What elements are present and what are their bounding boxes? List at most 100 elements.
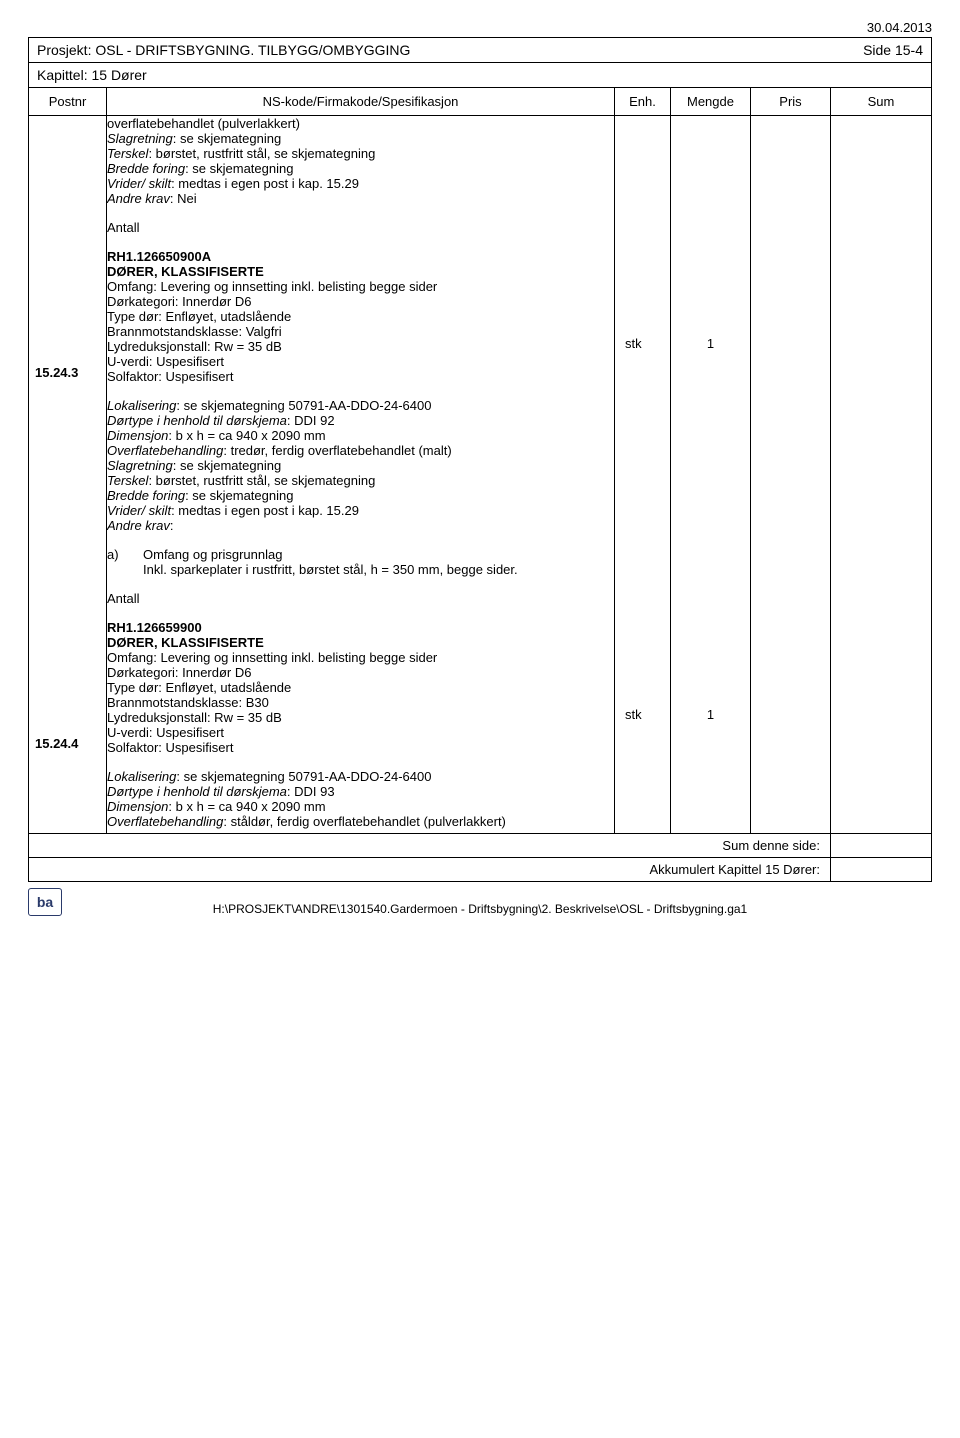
intro-block: overflatebehandlet (pulverlakkert) Slagr… [107, 116, 614, 206]
project-label: Prosjekt: [37, 42, 91, 58]
chapter-line: Kapittel: 15 Dører [29, 62, 931, 87]
post2-loc: Lokalisering: se skjemategning 50791-AA-… [107, 769, 614, 784]
post1-ov: Overflatebehandling: tredør, ferdig over… [107, 443, 614, 458]
sum-column [831, 116, 931, 833]
intro-l5: Vrider/ skilt: medtas i egen post i kap.… [107, 176, 614, 191]
post1-a-l1: Omfang og prisgrunnlag [143, 547, 614, 562]
post2-loc-b: : se skjemategning 50791-AA-DDO-24-6400 [176, 769, 431, 784]
post2-title: DØRER, KLASSIFISERTE [107, 635, 614, 650]
post1-dim-a: Dimensjon [107, 428, 168, 443]
post1-title: DØRER, KLASSIFISERTE [107, 264, 614, 279]
intro-l3: Terskel: børstet, rustfritt stål, se skj… [107, 146, 614, 161]
post1-bf-a: Bredde foring [107, 488, 185, 503]
enh-column: stk stk [615, 116, 671, 833]
project-line: Prosjekt: OSL - DRIFTSBYGNING. TILBYGG/O… [37, 42, 410, 58]
post1-a-body: Omfang og prisgrunnlag Inkl. sparkeplate… [143, 547, 614, 577]
post1-loc-a: Lokalisering [107, 398, 176, 413]
post1-ak-a: Andre krav [107, 518, 170, 533]
mengde-2: 1 [671, 707, 750, 722]
intro-l6: Andre krav: Nei [107, 191, 614, 206]
post1-dt-b: : DDI 92 [287, 413, 335, 428]
post1-vs: Vrider/ skilt: medtas i egen post i kap.… [107, 503, 614, 518]
post1-ov-b: : tredør, ferdig overflatebehandlet (mal… [223, 443, 451, 458]
intro-l3a: Terskel [107, 146, 148, 161]
akk-label: Akkumulert Kapittel 15 Dører: [649, 862, 824, 877]
post1-d4: Brannmotstandsklasse: Valgfri [107, 324, 614, 339]
post1-d2: Dørkategori: Innerdør D6 [107, 294, 614, 309]
post1-bf: Bredde foring: se skjemategning [107, 488, 614, 503]
intro-l4a: Bredde foring [107, 161, 185, 176]
intro-l6a: Andre krav [107, 191, 170, 206]
enh-2: stk [615, 707, 670, 722]
post1-sl-b: : se skjemategning [173, 458, 281, 473]
side-label: Side 15-4 [863, 42, 923, 58]
col-mengde: Mengde [671, 88, 751, 115]
post2-loc-a: Lokalisering [107, 769, 176, 784]
post1-d7: Solfaktor: Uspesifisert [107, 369, 614, 384]
col-enh: Enh. [615, 88, 671, 115]
post2-d3: Type dør: Enfløyet, utadslående [107, 680, 614, 695]
post1-d1: Omfang: Levering og innsetting inkl. bel… [107, 279, 614, 294]
post2-ov-a: Overflatebehandling [107, 814, 223, 829]
intro-l2a: Slagretning [107, 131, 173, 146]
col-pris: Pris [751, 88, 831, 115]
post1-te-b: : børstet, rustfritt stål, se skjemategn… [148, 473, 375, 488]
post1-a-block: a) Omfang og prisgrunnlag Inkl. sparkepl… [107, 547, 614, 577]
col-sum: Sum [831, 88, 931, 115]
page-date: 30.04.2013 [28, 20, 932, 35]
post2-d1: Omfang: Levering og innsetting inkl. bel… [107, 650, 614, 665]
logo-icon: ba [28, 888, 62, 916]
footer-sums: Sum denne side: Akkumulert Kapittel 15 D… [28, 834, 932, 882]
post1-d5: Lydreduksjonstall: Rw = 35 dB [107, 339, 614, 354]
akk-value [831, 857, 931, 881]
post2-dt-a: Dørtype i henhold til dørskjema [107, 784, 287, 799]
spec-column: overflatebehandlet (pulverlakkert) Slagr… [107, 116, 615, 833]
antall-2: Antall [107, 591, 614, 606]
post2-dt-b: : DDI 93 [287, 784, 335, 799]
post2-dim-b: : b x h = ca 940 x 2090 mm [168, 799, 325, 814]
intro-l4: Bredde foring: se skjemategning [107, 161, 614, 176]
body-box: 15.24.3 15.24.4 overflatebehandlet (pulv… [28, 116, 932, 834]
sum-side-value [831, 834, 931, 857]
sum-side-label: Sum denne side: [722, 838, 824, 853]
intro-l6b: : Nei [170, 191, 197, 206]
post2-d7: Solfaktor: Uspesifisert [107, 740, 614, 755]
post2-dim: Dimensjon: b x h = ca 940 x 2090 mm [107, 799, 614, 814]
mengde-column: 1 1 [671, 116, 751, 833]
post1-te: Terskel: børstet, rustfritt stål, se skj… [107, 473, 614, 488]
post1-d6: U-verdi: Uspesifisert [107, 354, 614, 369]
post1-detail: Lokalisering: se skjemategning 50791-AA-… [107, 398, 614, 533]
post2-head: RH1.126659900 DØRER, KLASSIFISERTE Omfan… [107, 620, 614, 755]
post2-d6: U-verdi: Uspesifisert [107, 725, 614, 740]
page-footer: ba H:\PROSJEKT\ANDRE\1301540.Gardermoen … [28, 882, 932, 916]
intro-l5b: : medtas i egen post i kap. 15.29 [171, 176, 359, 191]
column-headers: Postnr NS-kode/Firmakode/Spesifikasjon E… [29, 87, 931, 115]
post1-loc-b: : se skjemategning 50791-AA-DDO-24-6400 [176, 398, 431, 413]
post2-code: RH1.126659900 [107, 620, 614, 635]
post2-dim-a: Dimensjon [107, 799, 168, 814]
post2-d5: Lydreduksjonstall: Rw = 35 dB [107, 710, 614, 725]
post1-ak-b: : [170, 518, 174, 533]
post2-d4: Brannmotstandsklasse: B30 [107, 695, 614, 710]
post1-ak: Andre krav: [107, 518, 614, 533]
post1-code: RH1.126650900A [107, 249, 614, 264]
post1-dim-b: : b x h = ca 940 x 2090 mm [168, 428, 325, 443]
post1-a-l2: Inkl. sparkeplater i rustfritt, børstet … [143, 562, 614, 577]
post1-sl: Slagretning: se skjemategning [107, 458, 614, 473]
intro-l3b: : børstet, rustfritt stål, se skjemategn… [148, 146, 375, 161]
intro-l2b: : se skjemategning [173, 131, 281, 146]
intro-l2: Slagretning: se skjemategning [107, 131, 614, 146]
col-postnr: Postnr [29, 88, 107, 115]
post1-vs-a: Vrider/ skilt [107, 503, 171, 518]
postnr-1: 15.24.3 [29, 365, 106, 380]
header-box: Prosjekt: OSL - DRIFTSBYGNING. TILBYGG/O… [28, 37, 932, 116]
post1-bf-b: : se skjemategning [185, 488, 293, 503]
post1-d3: Type dør: Enfløyet, utadslående [107, 309, 614, 324]
footer-path: H:\PROSJEKT\ANDRE\1301540.Gardermoen - D… [62, 902, 898, 916]
post2-detail: Lokalisering: se skjemategning 50791-AA-… [107, 769, 614, 829]
post2-d2: Dørkategori: Innerdør D6 [107, 665, 614, 680]
enh-1: stk [615, 336, 670, 351]
antall-1: Antall [107, 220, 614, 235]
post1-dt: Dørtype i henhold til dørskjema: DDI 92 [107, 413, 614, 428]
intro-l5a: Vrider/ skilt [107, 176, 171, 191]
